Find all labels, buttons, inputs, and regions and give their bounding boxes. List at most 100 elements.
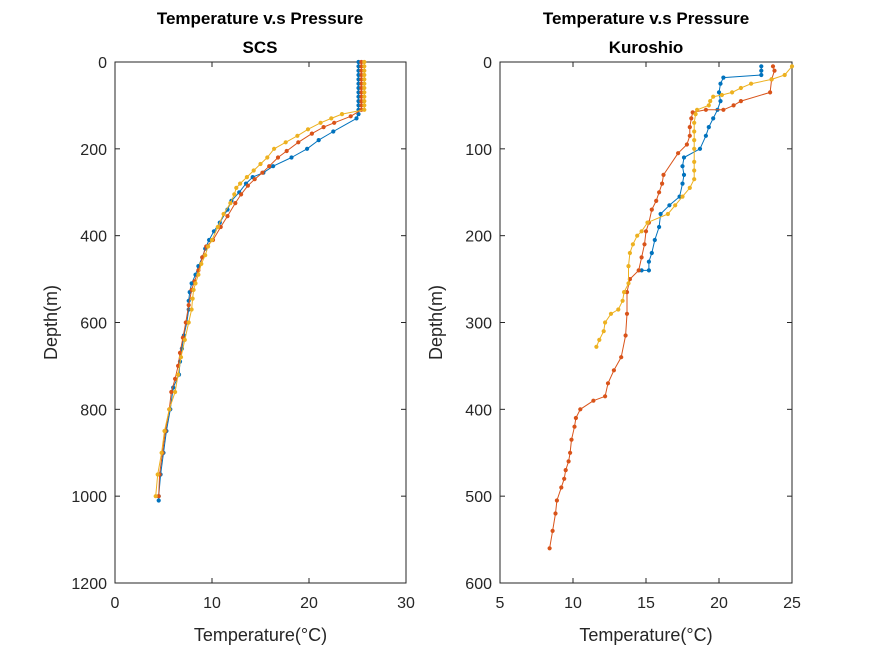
scs-series-3-point bbox=[362, 68, 367, 73]
scs-series-3-point bbox=[182, 337, 187, 342]
scs-series-3-point bbox=[362, 85, 367, 91]
kuroshio-series-3-point bbox=[708, 99, 713, 104]
kuroshio-series-2-point bbox=[591, 398, 596, 403]
scs-series-3-point bbox=[167, 407, 172, 412]
kuroshio-y-tick-label: 400 bbox=[465, 402, 492, 419]
scs-series-2-point bbox=[359, 77, 364, 82]
scs-series-3-point bbox=[265, 155, 270, 160]
kuroshio-series-1-point bbox=[667, 203, 672, 208]
kuroshio-series-2-point bbox=[654, 198, 659, 203]
kuroshio-series-1-point bbox=[646, 268, 652, 273]
scs-series-1-point bbox=[156, 498, 161, 503]
kuroshio-x-tick-label: 25 bbox=[783, 595, 801, 612]
kuroshio-series-3-point bbox=[645, 220, 650, 225]
kuroshio-series-1-point bbox=[759, 68, 764, 73]
kuroshio-series-2-point bbox=[642, 242, 647, 247]
scs-series-2-point bbox=[309, 131, 314, 136]
kuroshio-series-1-point bbox=[677, 194, 682, 199]
kuroshio-series-2-point bbox=[578, 407, 583, 412]
kuroshio-series-2-point bbox=[603, 394, 608, 399]
scs-series-3-point bbox=[155, 472, 160, 477]
scs-series-1-point bbox=[356, 99, 361, 104]
kuroshio-y-tick-label: 300 bbox=[465, 316, 492, 333]
scs-series-2-point bbox=[218, 224, 223, 230]
scs-series-3-point bbox=[203, 253, 208, 258]
scs-series-3-point bbox=[189, 307, 194, 312]
scs-x-axis-label: Temperature(°C) bbox=[194, 625, 327, 645]
kuroshio-y-tick-label: 500 bbox=[465, 489, 492, 506]
scs-series-3-point bbox=[209, 237, 215, 243]
scs-series-3-point bbox=[153, 494, 158, 499]
scs-series-3-point bbox=[159, 450, 164, 455]
kuroshio-series-3-point bbox=[622, 290, 627, 295]
kuroshio-series-2-point bbox=[770, 64, 776, 69]
kuroshio-series-3-point bbox=[626, 264, 631, 269]
kuroshio-y-tick-label: 100 bbox=[465, 142, 492, 159]
kuroshio-series-2-point bbox=[550, 528, 555, 534]
kuroshio-series-2-point bbox=[703, 107, 709, 112]
scs-series-3-point bbox=[199, 261, 204, 266]
scs-series-2-point bbox=[267, 164, 272, 169]
kuroshio-series-2-point bbox=[657, 190, 662, 195]
scs-series-1-point bbox=[356, 94, 361, 99]
scs-series-2-point bbox=[321, 125, 326, 130]
scs-series-3-point bbox=[251, 168, 256, 173]
scs-series-2-point bbox=[275, 155, 281, 160]
scs-series-3-point bbox=[362, 64, 367, 69]
scs-series-2 bbox=[156, 59, 364, 499]
scs-y-tick-label: 800 bbox=[80, 402, 107, 419]
scs-series-2-point bbox=[332, 120, 337, 125]
scs-series-3-point bbox=[362, 77, 367, 82]
kuroshio-series-3-point bbox=[680, 194, 685, 199]
kuroshio-series-2-point bbox=[687, 125, 692, 130]
scs-series-3-point bbox=[193, 281, 198, 286]
scs-series-3-point bbox=[362, 103, 367, 108]
kuroshio-series-3-point bbox=[639, 229, 644, 234]
kuroshio-series-3-point bbox=[616, 307, 621, 312]
kuroshio-series-2-point bbox=[643, 229, 649, 234]
kuroshio-series-2-point bbox=[569, 437, 574, 442]
scs-y-tick-label: 1000 bbox=[71, 489, 107, 506]
scs-series-2-point bbox=[186, 303, 191, 308]
scs-series-2-point bbox=[239, 192, 244, 197]
kuroshio-series-1-point bbox=[658, 211, 663, 217]
scs-plot: Temperature v.s Pressure SCS 0 10 20 30 0 200… bbox=[41, 9, 415, 645]
kuroshio-series-1-point bbox=[646, 259, 652, 264]
kuroshio-title: Temperature v.s Pressure bbox=[543, 9, 749, 28]
kuroshio-series-2-point bbox=[721, 107, 726, 112]
scs-series-3-point bbox=[329, 116, 334, 121]
scs-series-3-point bbox=[221, 211, 226, 217]
kuroshio-series-2-point bbox=[623, 333, 628, 338]
scs-series-3-point bbox=[295, 133, 300, 138]
kuroshio-series-1-point bbox=[652, 237, 657, 243]
scs-series-3-point bbox=[362, 94, 367, 99]
kuroshio-series-3-point bbox=[630, 242, 636, 247]
kuroshio-subtitle: Kuroshio bbox=[609, 38, 684, 57]
kuroshio-series-2-point bbox=[563, 468, 568, 473]
kuroshio-series-3-point bbox=[695, 107, 700, 112]
scs-series-1-point bbox=[354, 116, 359, 121]
kuroshio-series-1-point bbox=[697, 146, 703, 151]
kuroshio-series-3-point bbox=[789, 64, 795, 69]
scs-series-3-point bbox=[362, 72, 367, 78]
scs-series-2-point bbox=[359, 64, 364, 69]
kuroshio-series-1-point bbox=[716, 90, 722, 95]
kuroshio-series-3-point bbox=[665, 211, 671, 217]
scs-series-2-point bbox=[183, 320, 188, 325]
scs-series-3-point bbox=[258, 161, 263, 167]
scs-series-2-point bbox=[296, 140, 301, 145]
scs-series-2-point bbox=[359, 90, 364, 95]
scs-series-2-point bbox=[359, 94, 364, 99]
kuroshio-series-3-point bbox=[673, 203, 678, 208]
scs-series-3-point bbox=[232, 192, 237, 197]
kuroshio-series-1-point bbox=[718, 81, 723, 86]
scs-series-3-point bbox=[283, 140, 288, 145]
scs-series-2-point bbox=[359, 85, 364, 91]
scs-x-tick-label: 10 bbox=[203, 595, 221, 612]
scs-series-3-point bbox=[362, 59, 367, 65]
kuroshio-series-2-point bbox=[553, 511, 558, 516]
scs-series-3-point bbox=[244, 175, 249, 180]
kuroshio-series-1-point bbox=[649, 250, 654, 256]
kuroshio-series-3-point bbox=[627, 250, 633, 256]
